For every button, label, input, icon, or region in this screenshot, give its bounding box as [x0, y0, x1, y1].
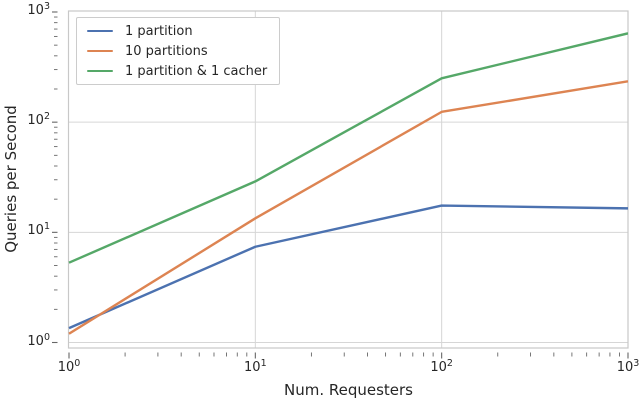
- series-line-1-partition-1-cacher: [68, 32, 628, 264]
- series-line-10-partitions: [68, 80, 628, 335]
- legend-label: 10 partitions: [125, 43, 208, 59]
- legend-label: 1 partition & 1 cacher: [125, 63, 268, 79]
- y-axis-label: Queries per Second: [2, 105, 20, 253]
- legend-line-sample: [87, 29, 113, 33]
- legend-item-10-partitions: 10 partitions: [87, 41, 267, 61]
- x-tick-label: 102: [430, 358, 453, 375]
- legend-label: 1 partition: [125, 23, 193, 39]
- legend-item-1-partition-1-cacher: 1 partition & 1 cacher: [87, 61, 267, 81]
- plot-border: [67, 10, 629, 349]
- y-tick-label: 103: [27, 0, 50, 18]
- legend-line-sample: [87, 49, 113, 53]
- x-axis-label: Num. Requesters: [283, 381, 414, 399]
- legend-line-sample: [87, 69, 113, 73]
- x-tick-label: 100: [57, 358, 81, 375]
- legend: 1 partition 10 partitions 1 partition & 1 …: [76, 17, 281, 85]
- y-tick-label: 101: [27, 221, 50, 239]
- y-tick-label: 102: [27, 111, 50, 129]
- x-tick-label: 103: [616, 358, 640, 375]
- legend-item-1-partition: 1 partition: [87, 21, 267, 41]
- y-tick-label: 100: [27, 331, 50, 349]
- x-tick-label: 101: [244, 358, 267, 375]
- series-line-1-partition: [68, 204, 628, 330]
